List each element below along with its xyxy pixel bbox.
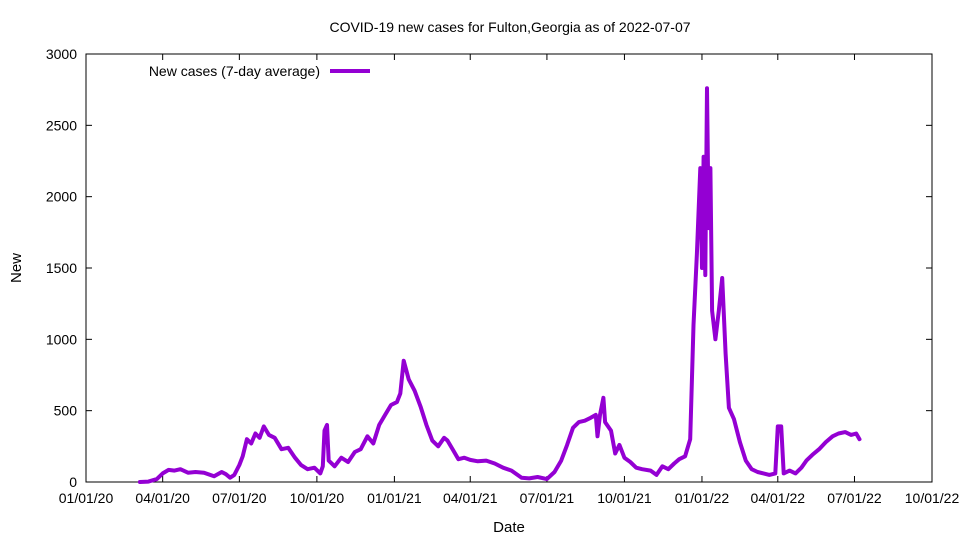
legend: New cases (7-day average)	[149, 63, 370, 79]
y-tick-label: 3000	[46, 46, 77, 62]
x-tick-label: 01/01/20	[59, 490, 114, 506]
y-axis-label: New	[8, 253, 25, 283]
x-axis: 01/01/20 04/01/20 07/01/20 10/01/20 01/01/21…	[59, 54, 960, 506]
x-tick-label: 07/01/21	[520, 490, 575, 506]
y-axis: 0 500 1000 1500 2000 2500 3000	[46, 46, 932, 490]
x-tick-label: 07/01/20	[212, 490, 267, 506]
plot-area-frame	[85, 53, 933, 483]
y-tick-label: 500	[54, 403, 78, 419]
x-tick-label: 10/01/20	[290, 490, 345, 506]
y-tick-label: 2000	[46, 189, 77, 205]
x-tick-label: 07/01/22	[827, 490, 882, 506]
y-tick-label: 1500	[46, 260, 77, 276]
legend-entry-label: New cases (7-day average)	[149, 63, 320, 79]
x-tick-label: 10/01/22	[905, 490, 960, 506]
x-axis-label: Date	[493, 519, 525, 536]
chart-title: COVID-19 new cases for Fulton,Georgia as…	[329, 19, 690, 35]
y-tick-label: 2500	[46, 117, 77, 133]
y-tick-label: 0	[69, 474, 77, 490]
x-tick-label: 01/01/21	[367, 490, 422, 506]
x-tick-label: 10/01/21	[597, 490, 652, 506]
x-tick-label: 01/01/22	[675, 490, 730, 506]
series-line-new-cases	[137, 86, 862, 484]
x-tick-label: 04/01/22	[751, 490, 806, 506]
x-tick-label: 04/01/20	[135, 490, 190, 506]
x-tick-label: 04/01/21	[443, 490, 498, 506]
y-tick-label: 1000	[46, 331, 77, 347]
